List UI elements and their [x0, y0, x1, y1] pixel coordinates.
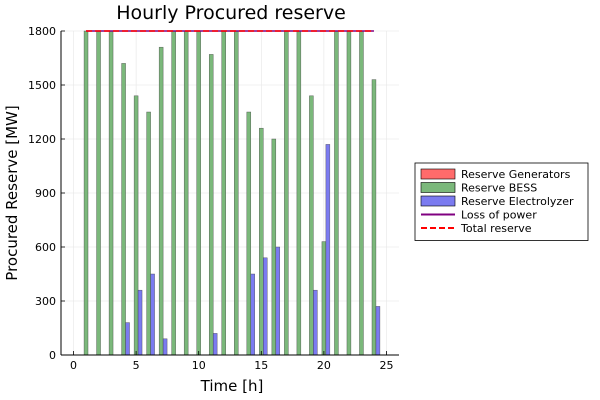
bar-reserve-bess	[196, 30, 201, 356]
bar-reserve-electrolyzer	[150, 273, 155, 356]
bar-reserve-bess	[246, 111, 252, 356]
bar-reserve-bess	[158, 46, 164, 356]
bar-reserve-bess	[234, 30, 239, 356]
legend-label: Total reserve	[460, 222, 532, 235]
x-tick-label: 5	[133, 359, 140, 372]
bar-reserve-electrolyzer	[275, 246, 281, 356]
bar-reserve-electrolyzer	[162, 338, 168, 356]
y-tick-label: 1200	[28, 133, 56, 146]
bar-reserve-bess	[221, 30, 226, 356]
y-tick-label: 900	[35, 187, 56, 200]
bar-reserve-bess	[346, 30, 352, 356]
x-tick-label: 10	[192, 359, 206, 372]
bar-reserve-bess	[334, 30, 339, 356]
bar-reserve-bess	[146, 111, 151, 356]
tick-labels: 0 5 10 15 20 25 0 300 600 900 1200 1500 1800	[28, 25, 393, 372]
bar-reserve-electrolyzer	[250, 273, 255, 356]
bar-reserve-bess	[121, 63, 126, 356]
legend-swatch	[420, 195, 456, 207]
legend-label: Reserve BESS	[461, 182, 537, 195]
y-tick-label: 300	[35, 295, 56, 308]
bar-reserve-bess	[296, 30, 302, 356]
x-axis-title: Time [h]	[200, 377, 264, 395]
bar-reserve-electrolyzer	[212, 333, 218, 356]
bar-reserve-electrolyzer	[263, 257, 268, 356]
y-tick-label: 0	[49, 349, 56, 362]
bar-reserve-bess	[271, 138, 277, 356]
bar-reserve-bess	[208, 54, 214, 356]
bar-reserve-electrolyzer	[325, 144, 331, 356]
bar-reserve-bess	[96, 30, 101, 356]
bar-reserve-bess	[359, 30, 364, 356]
y-tick-label: 1500	[28, 79, 56, 92]
y-axis-title: Procured Reserve [MW]	[3, 105, 21, 280]
bar-reserve-bess	[171, 30, 176, 356]
bar-reserve-bess	[321, 241, 327, 356]
bar-reserve-bess	[108, 30, 114, 356]
x-tick-label: 20	[317, 359, 331, 372]
bar-reserve-electrolyzer	[375, 306, 381, 356]
bar-reserve-electrolyzer	[313, 289, 318, 356]
x-tick-label: 0	[70, 359, 77, 372]
chart-title: Hourly Procured reserve	[116, 2, 346, 24]
bar-reserve-bess	[259, 127, 264, 356]
bar-reserve-bess	[309, 95, 314, 356]
axes	[60, 30, 399, 356]
x-tick-label: 25	[379, 359, 393, 372]
legend-label: Loss of power	[461, 209, 537, 222]
legend-label: Reserve Electrolyzer	[461, 195, 574, 208]
bar-reserve-bess	[133, 95, 139, 356]
y-tick-label: 600	[35, 241, 56, 254]
bar-reserve-bess	[284, 30, 289, 356]
legend-swatch	[420, 168, 456, 180]
bar-reserve-bess	[183, 30, 189, 356]
bar-reserve-bess	[371, 79, 377, 356]
legend-label: Reserve Generators	[461, 168, 571, 181]
bar-reserve-electrolyzer	[137, 289, 143, 356]
bar-reserve-bess	[83, 30, 89, 356]
x-tick-label: 15	[254, 359, 268, 372]
bar-reserve-electrolyzer	[125, 322, 130, 356]
legend-swatch	[420, 182, 456, 193]
y-tick-label: 1800	[28, 25, 56, 38]
